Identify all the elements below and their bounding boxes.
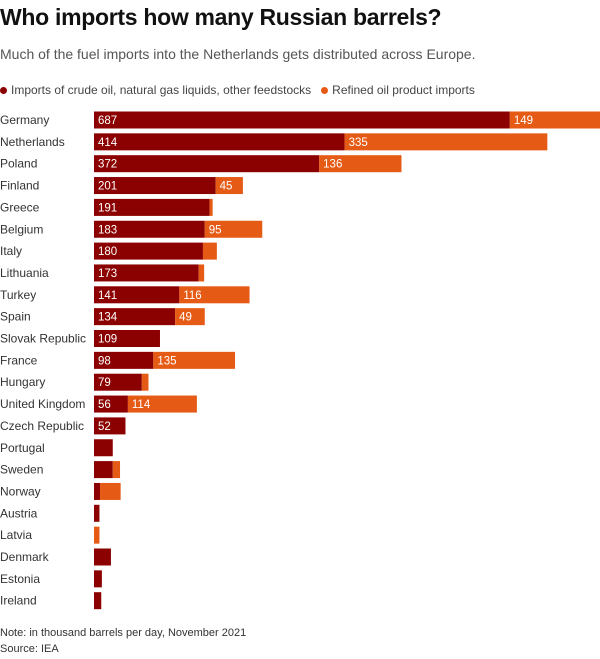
data-label: 135	[157, 355, 176, 367]
category-label: Finland	[0, 179, 39, 193]
data-label: 414	[98, 137, 118, 149]
data-label: 116	[183, 290, 201, 302]
bar-crude	[94, 330, 160, 347]
category-label: Estonia	[0, 572, 40, 586]
chart-subtitle: Much of the fuel imports into the Nether…	[0, 46, 476, 62]
data-label: 49	[179, 312, 192, 324]
data-label: 173	[98, 268, 117, 280]
data-label: 180	[98, 246, 117, 258]
bar-crude	[94, 504, 100, 522]
bar-refined	[202, 242, 217, 260]
data-label: 52	[98, 421, 111, 433]
bar-crude	[94, 570, 102, 588]
bar-crude	[94, 395, 128, 413]
data-label: 149	[514, 115, 533, 127]
data-label: 109	[98, 334, 117, 346]
data-label: 201	[98, 181, 117, 193]
data-label: 372	[98, 159, 117, 171]
category-label: Denmark	[0, 550, 50, 564]
bar-crude	[94, 308, 176, 326]
category-label: Spain	[0, 310, 31, 324]
bar-refined	[112, 461, 121, 479]
category-label: Latvia	[0, 528, 32, 542]
bar-crude	[94, 461, 113, 479]
bar-refined	[141, 373, 149, 391]
bar-refined	[198, 264, 205, 282]
bar-crude	[94, 548, 111, 566]
category-label: Germany	[0, 113, 49, 127]
bar-crude	[94, 155, 320, 173]
bar-refined	[175, 308, 205, 326]
bar-refined	[209, 198, 213, 216]
data-label: 45	[220, 181, 233, 193]
category-label: Portugal	[0, 441, 45, 455]
bar-crude	[94, 482, 101, 500]
data-label: 56	[98, 399, 111, 411]
chart-title: Who imports how many Russian barrels?	[0, 4, 442, 30]
data-label: 183	[98, 224, 117, 236]
category-label: Norway	[0, 484, 41, 498]
bar-refined	[509, 111, 600, 129]
category-label: Hungary	[0, 375, 45, 389]
category-label: Czech Republic	[0, 419, 84, 433]
data-label: 134	[98, 312, 118, 324]
bar-crude	[94, 220, 205, 238]
legend: Imports of crude oil, natural gas liquid…	[0, 83, 475, 97]
legend-swatch	[0, 87, 7, 95]
data-label: 114	[132, 399, 151, 411]
bar-crude	[94, 242, 203, 260]
bar-crude	[94, 133, 345, 151]
bar-refined	[204, 220, 263, 238]
bar-refined	[215, 177, 243, 195]
bar-crude	[94, 264, 199, 282]
category-label: Belgium	[0, 222, 43, 236]
bar-crude	[94, 111, 510, 129]
bar-refined	[344, 133, 548, 151]
bar-refined	[319, 155, 402, 173]
bar-refined	[179, 286, 250, 304]
bar-crude	[94, 373, 142, 391]
bar-refined	[100, 482, 121, 500]
data-label: 95	[209, 224, 222, 236]
category-label: Austria	[0, 506, 38, 520]
data-label: 191	[98, 202, 117, 214]
bar-refined	[127, 395, 197, 413]
category-label: Italy	[0, 244, 22, 258]
category-label: Sweden	[0, 463, 43, 477]
bar-crude	[94, 177, 216, 195]
bar-crude	[94, 198, 210, 216]
chart-source: Source: IEA	[0, 643, 59, 655]
bar-chart: Germany 687 149 Netherlands 414 335 Poland 372 1…	[0, 111, 600, 610]
data-label: 79	[98, 377, 111, 389]
category-label: United Kingdom	[0, 397, 85, 411]
category-label: Turkey	[0, 288, 36, 302]
category-label: Poland	[0, 157, 37, 171]
bar-crude	[94, 417, 126, 435]
category-label: Lithuania	[0, 266, 49, 280]
legend-swatch	[321, 87, 329, 95]
bar-crude	[94, 439, 113, 457]
chart-note: Note: in thousand barrels per day, Novem…	[0, 627, 247, 639]
data-label: 98	[98, 355, 111, 367]
bar-crude	[94, 286, 180, 304]
data-label: 141	[98, 290, 117, 302]
data-label: 335	[349, 137, 368, 149]
bar-crude	[94, 351, 154, 369]
legend-item-crude: Imports of crude oil, natural gas liquid…	[0, 83, 311, 97]
data-label: 136	[323, 159, 342, 171]
bar-crude	[94, 592, 102, 610]
data-label: 687	[98, 115, 117, 127]
category-label: France	[0, 353, 38, 367]
category-label: Ireland	[0, 594, 37, 608]
bar-refined	[94, 526, 100, 544]
category-label: Greece	[0, 200, 40, 214]
category-label: Netherlands	[0, 135, 65, 149]
legend-item-refined: Refined oil product imports	[321, 83, 475, 97]
bar-refined	[153, 351, 236, 369]
category-label: Slovak Republic	[0, 332, 86, 346]
